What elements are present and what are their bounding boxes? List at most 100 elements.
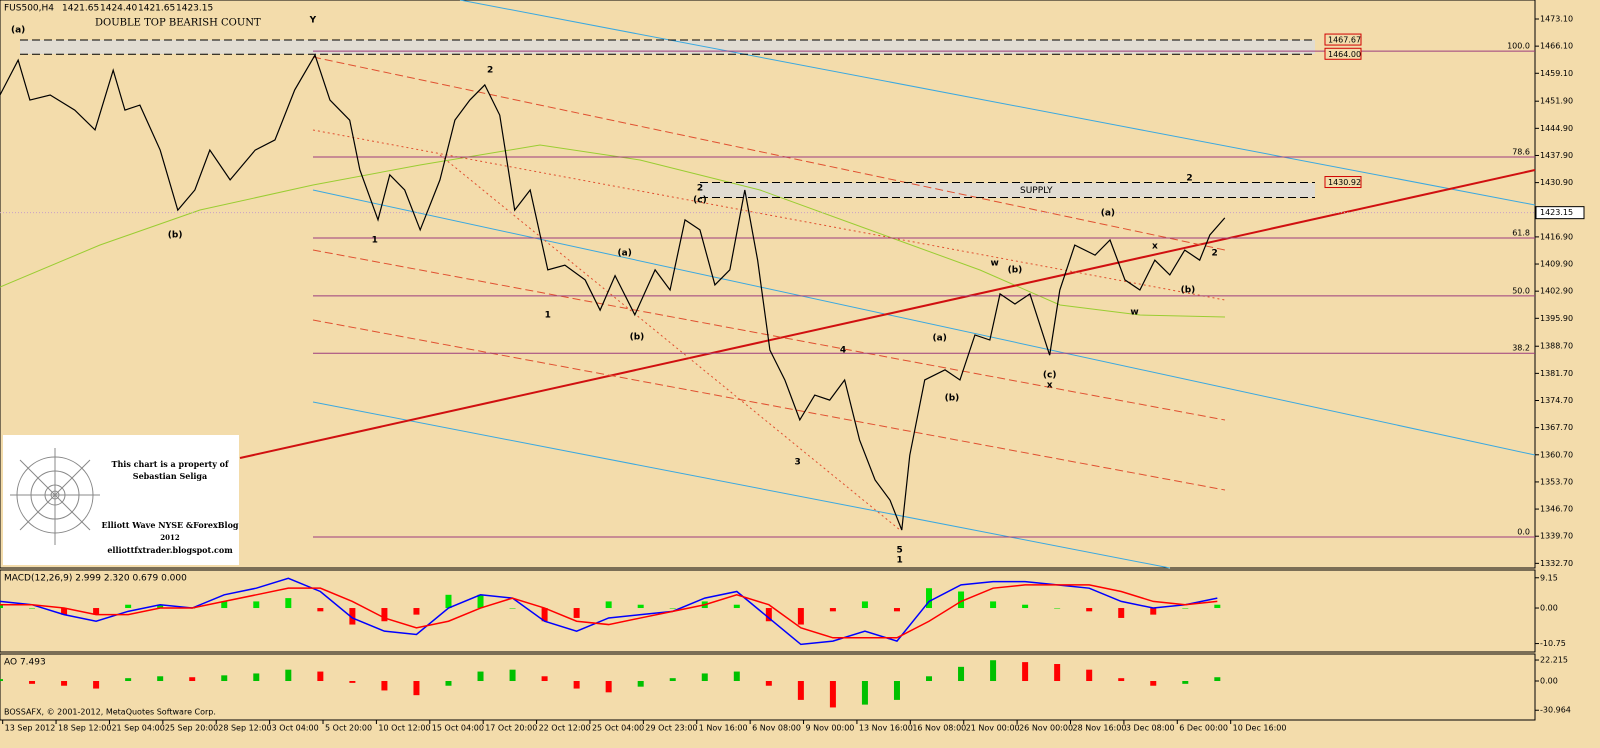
y-tick-label: 1473.10 — [1540, 14, 1573, 23]
x-tick-label: 6 Nov 08:00 — [752, 724, 801, 733]
price-line — [0, 53, 1226, 531]
wave-label: w — [1130, 308, 1138, 318]
histogram-bar — [285, 598, 292, 609]
y-tick-label: 22.215 — [1540, 656, 1568, 665]
wave-label: 1 — [545, 310, 551, 320]
ao-bar — [285, 669, 292, 682]
ao-bar — [797, 681, 804, 700]
x-tick-label: 10 Oct 12:00 — [378, 724, 430, 733]
histogram-bar — [990, 601, 997, 609]
supply-zone — [700, 183, 1315, 198]
histogram-bar — [29, 608, 36, 609]
ao-bar — [1150, 681, 1157, 686]
histogram-bar — [509, 608, 516, 609]
fib-label: 61.8 — [1512, 229, 1530, 238]
ao-bar — [958, 666, 965, 682]
y-tick-label: 1353.70 — [1540, 477, 1573, 486]
histogram-bar — [733, 604, 740, 609]
histogram-bar — [573, 608, 580, 618]
y-tick-label: 1402.90 — [1540, 287, 1573, 296]
ao-bar — [605, 681, 612, 693]
wave-label: (b) — [1181, 286, 1196, 296]
ao-bar — [157, 676, 164, 682]
histogram-bar — [1150, 608, 1157, 615]
histogram-bar — [765, 608, 772, 622]
wave-label: 4 — [840, 346, 846, 356]
wave-label: (b) — [1008, 265, 1023, 275]
ao-bar — [61, 681, 68, 686]
fib-label: 38.2 — [1512, 344, 1530, 353]
x-tick-label: 22 Oct 12:00 — [539, 724, 591, 733]
subtitle: DOUBLE TOP BEARISH COUNT — [95, 18, 261, 29]
ao-bar — [1214, 677, 1221, 682]
histogram-bar — [1086, 608, 1093, 612]
x-tick-label: 10 Dec 16:00 — [1233, 724, 1287, 733]
y-tick-label: 1332.70 — [1540, 559, 1573, 568]
histogram-bar — [541, 608, 548, 622]
histogram-bar — [477, 594, 484, 609]
wave-label: x — [1047, 380, 1053, 390]
y-tick-label: 1388.70 — [1540, 342, 1573, 351]
x-tick-label: 6 Dec 00:00 — [1179, 724, 1228, 733]
ao-bar — [573, 681, 580, 689]
credit-text: elliottfxtrader.blogspot.com — [107, 545, 233, 555]
x-tick-label: 16 Nov 08:00 — [912, 724, 966, 733]
wave-label: (a) — [618, 249, 632, 259]
credit-text: This chart is a property of — [112, 459, 229, 469]
fib-label: 100.0 — [1507, 42, 1530, 51]
x-tick-label: 28 Nov 16:00 — [1072, 724, 1126, 733]
ao-bar — [926, 676, 933, 682]
ao-bar — [765, 681, 772, 686]
wave-label: (c) — [1043, 370, 1057, 380]
trend-line — [239, 169, 1536, 459]
histogram-bar — [413, 608, 420, 615]
ao-bar — [349, 681, 356, 683]
x-tick-label: 25 Oct 04:00 — [592, 724, 644, 733]
fib-label: 78.6 — [1512, 148, 1530, 157]
macd-line — [0, 584, 1218, 639]
x-tick-label: 13 Sep 2012 — [5, 724, 56, 733]
y-tick-label: 1395.90 — [1540, 314, 1573, 323]
ao-bar — [477, 671, 484, 682]
wave-label: 2 — [1186, 173, 1192, 183]
histogram-bar — [349, 608, 356, 625]
wave-label: 2 — [1212, 249, 1218, 259]
ao-bar — [29, 681, 36, 684]
ao-bar — [445, 681, 452, 686]
price-box — [1324, 176, 1362, 189]
y-tick-label: 1367.70 — [1540, 423, 1573, 432]
histogram-bar — [1214, 604, 1221, 609]
ao-bar — [990, 660, 997, 682]
ao-bar — [1086, 669, 1093, 682]
x-tick-label: 5 Oct 20:00 — [325, 724, 372, 733]
x-tick-label: 15 Oct 04:00 — [432, 724, 484, 733]
x-tick-label: 21 Nov 00:00 — [966, 724, 1020, 733]
wave-label: (a) — [1101, 208, 1115, 218]
y-tick-label: 1459.10 — [1540, 69, 1573, 78]
symbol: FUS500,H4 — [4, 4, 54, 14]
x-tick-label: 17 Oct 20:00 — [485, 724, 537, 733]
y-tick-label: 1374.70 — [1540, 396, 1573, 405]
ao-bar — [1054, 664, 1061, 682]
ao-bar — [221, 675, 228, 682]
channel-line — [312, 401, 1171, 569]
ao-bar — [893, 681, 900, 700]
x-tick-label: 13 Nov 16:00 — [859, 724, 913, 733]
y-tick-label: 1416.90 — [1540, 232, 1573, 241]
credit-text: Sebastian Seliga — [133, 471, 207, 481]
histogram-bar — [829, 608, 836, 612]
footer: BOSSAFX, © 2001-2012, MetaQuotes Softwar… — [4, 708, 216, 717]
panel-title: MACD(12,26,9) 2.999 2.320 0.679 0.000 — [4, 574, 187, 584]
histogram-bar — [381, 608, 388, 622]
x-tick-label: 18 Sep 12:00 — [58, 724, 111, 733]
ao-bar — [541, 676, 548, 682]
wave-label: 2 — [697, 184, 703, 194]
ao-bar — [413, 681, 420, 696]
histogram-bar — [1118, 608, 1125, 618]
histogram-bar — [253, 601, 260, 609]
y-tick-label: -30.964 — [1540, 706, 1571, 715]
y-tick-label: 1451.90 — [1540, 97, 1573, 106]
ao-bar — [509, 669, 516, 682]
wave-label: x — [1152, 241, 1158, 251]
